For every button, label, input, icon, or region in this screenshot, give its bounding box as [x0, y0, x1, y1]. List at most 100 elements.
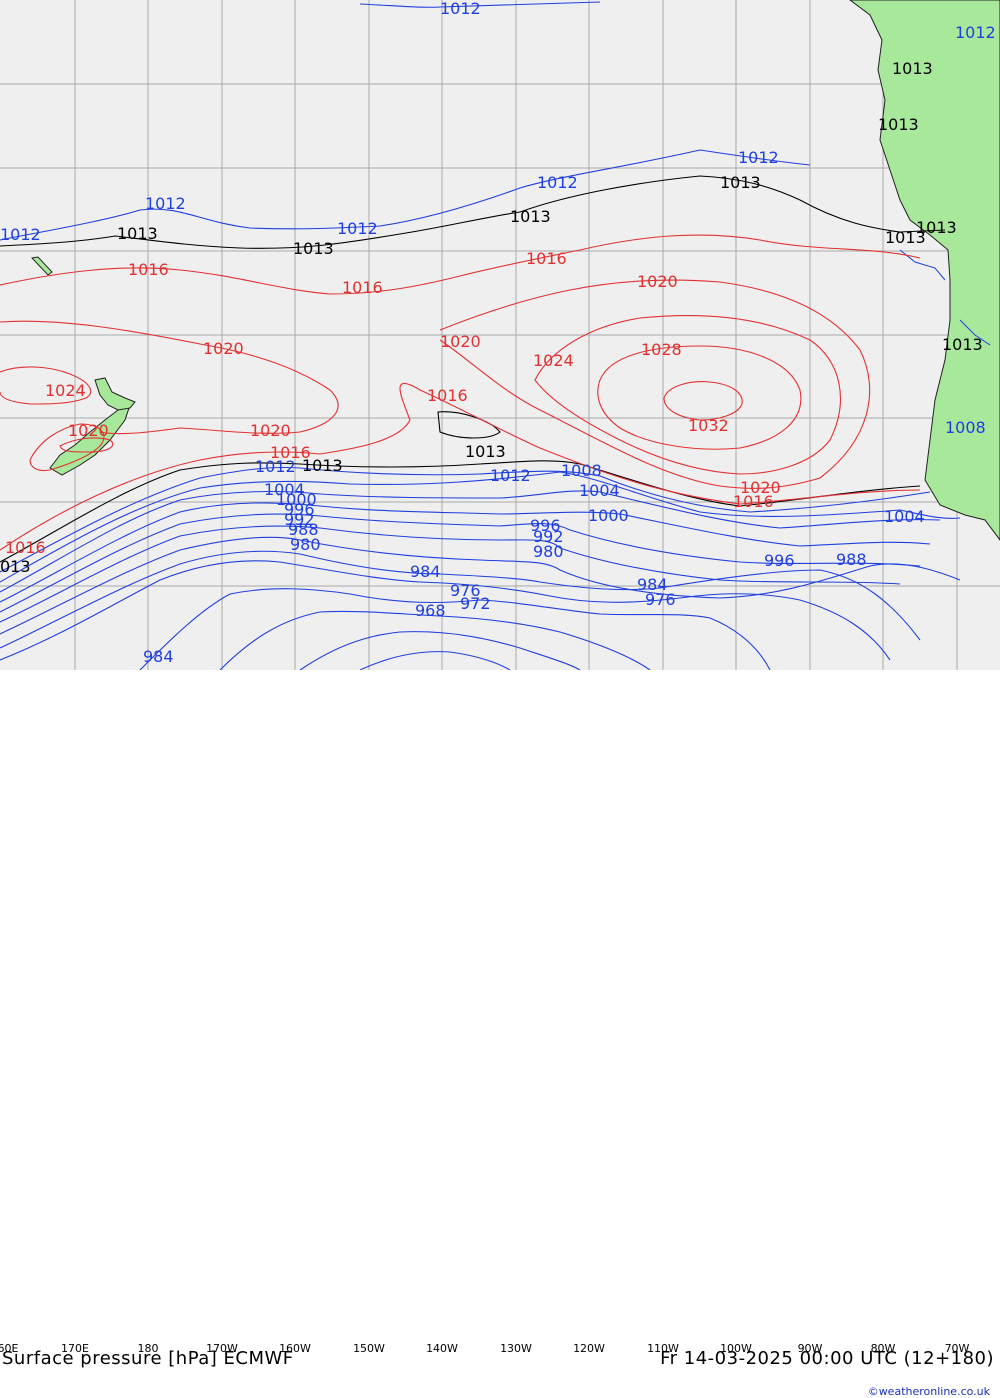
- longitude-label: 140W: [426, 1342, 458, 1355]
- isobar-label: 1013: [885, 228, 926, 247]
- isobar-label: 1013: [942, 335, 983, 354]
- isobar-1013-loop: [437, 411, 501, 439]
- isobar-980: [0, 560, 891, 661]
- isobar-label: 1012: [0, 225, 41, 244]
- isobar-label: 1012: [440, 0, 481, 18]
- south-america-land: [849, 0, 1000, 541]
- isobar-label: 1028: [641, 340, 682, 359]
- isobar-label: 996: [284, 500, 315, 519]
- isobar-label: 1004: [884, 507, 925, 526]
- isobar-1032: [663, 381, 743, 421]
- isobar-964: [359, 651, 511, 670]
- graticule: [0, 0, 1000, 670]
- isobar-label: 1020: [440, 332, 481, 351]
- isobar-992: [0, 525, 901, 623]
- isobar-label: 968: [415, 601, 446, 620]
- isobar-label: 1008: [561, 461, 602, 480]
- isobar-label: 1013: [510, 207, 551, 226]
- isobar-label: 976: [645, 590, 676, 609]
- isobar-label: 1016: [427, 386, 468, 405]
- isobar-972: [219, 610, 651, 670]
- valid-time: Fr 14-03-2025 00:00 UTC (12+180): [660, 1348, 994, 1369]
- isobar-label: 980: [290, 535, 321, 554]
- isobar-1008: [0, 471, 961, 583]
- isobar-1012-south: [0, 466, 931, 573]
- isobar-label: 1008: [945, 418, 986, 437]
- map-footer: 60E 170E 180 170W 160W 150W 140W 130W 12…: [0, 670, 1000, 1398]
- coast-detail: [899, 249, 991, 346]
- isobar-label: 1012: [490, 466, 531, 485]
- isobar-label: 1012: [738, 148, 779, 167]
- isobar-label: 984: [637, 575, 668, 594]
- isobar-label: 1013: [878, 115, 919, 134]
- isobar-984: [0, 550, 921, 649]
- isobar-label: 1020: [740, 478, 781, 497]
- longitude-label: 150W: [353, 1342, 385, 1355]
- isobar-label: 1032: [688, 416, 729, 435]
- isobar-label: 1013: [892, 59, 933, 78]
- new-caledonia: [30, 256, 53, 276]
- isobar-label: 976: [450, 581, 481, 600]
- isobar-1000: [0, 502, 931, 603]
- isobar-1024-east: [534, 314, 841, 475]
- isobar-1028: [597, 345, 802, 450]
- isobar-label: 1020: [68, 421, 109, 440]
- isobar-label: 1016: [733, 492, 774, 511]
- isobar-988: [0, 536, 961, 635]
- isobar-label: 1024: [45, 381, 86, 400]
- land-masses: [30, 0, 1000, 541]
- isobar-label: 1024: [533, 351, 574, 370]
- map-title: Surface pressure [hPa] ECMWF: [2, 1348, 294, 1369]
- isobar-label: 1016: [128, 260, 169, 279]
- isobar-label: 984: [143, 647, 174, 666]
- isobar-label: 1013: [916, 218, 957, 237]
- isobar-label: 1012: [337, 219, 378, 238]
- isobar-label: 1000: [276, 490, 317, 509]
- isobar-label: 984: [410, 562, 441, 581]
- isobars: [0, 1, 961, 670]
- isobar-label: 1020: [203, 339, 244, 358]
- isobar-label: 1013: [293, 239, 334, 258]
- isobar-label: 1012: [145, 194, 186, 213]
- isobar-label: 992: [284, 510, 315, 529]
- isobar-label: 1013: [117, 224, 158, 243]
- isobar-968: [299, 631, 581, 670]
- isobar-1013-south: [0, 460, 921, 563]
- isobar-label: 1013: [465, 442, 506, 461]
- isobar-label: 980: [533, 542, 564, 561]
- isobar-label: 1013: [302, 456, 343, 475]
- isobar-label: 1004: [264, 480, 305, 499]
- isobar-label: 1020: [637, 272, 678, 291]
- new-zealand-north-island: [94, 377, 136, 411]
- isobar-label: 1016: [5, 538, 46, 557]
- pressure-map: 1012 1012 1012 1012 1012 1012 1012 1012 …: [0, 0, 1000, 670]
- isobar-label: 1020: [250, 421, 291, 440]
- isobar-label: 1000: [588, 506, 629, 525]
- isobar-label: 1013: [720, 173, 761, 192]
- isobar-1004: [0, 490, 941, 593]
- isobar-label: 992: [533, 527, 564, 546]
- longitude-label: 120W: [573, 1342, 605, 1355]
- isobar-1012-top: [359, 1, 601, 8]
- isobar-label: 1016: [270, 443, 311, 462]
- credit-link[interactable]: ©weatheronline.co.uk: [867, 1385, 990, 1398]
- isobar-1020-west: [0, 320, 339, 435]
- isobar-label: 1016: [342, 278, 383, 297]
- isobar-label: 988: [288, 520, 319, 539]
- isobar-label: 996: [764, 551, 795, 570]
- isobar-label: 988: [836, 550, 867, 569]
- isobar-1020-east: [439, 279, 871, 489]
- isobar-996: [0, 513, 921, 613]
- isobar-label: 1016: [526, 249, 567, 268]
- isobar-1016-south: [0, 383, 921, 551]
- isobar-1024-nz: [0, 366, 92, 405]
- isobar-label: 996: [530, 516, 561, 535]
- isobar-976: [139, 588, 771, 670]
- isobar-1016-north: [0, 234, 921, 295]
- isobar-label: 1012: [537, 173, 578, 192]
- isobar-1020-nz: [29, 423, 105, 472]
- isobar-label: 1004: [579, 481, 620, 500]
- longitude-label: 130W: [500, 1342, 532, 1355]
- isobar-1016-nz: [59, 437, 114, 453]
- isobar-label: 1012: [255, 457, 296, 476]
